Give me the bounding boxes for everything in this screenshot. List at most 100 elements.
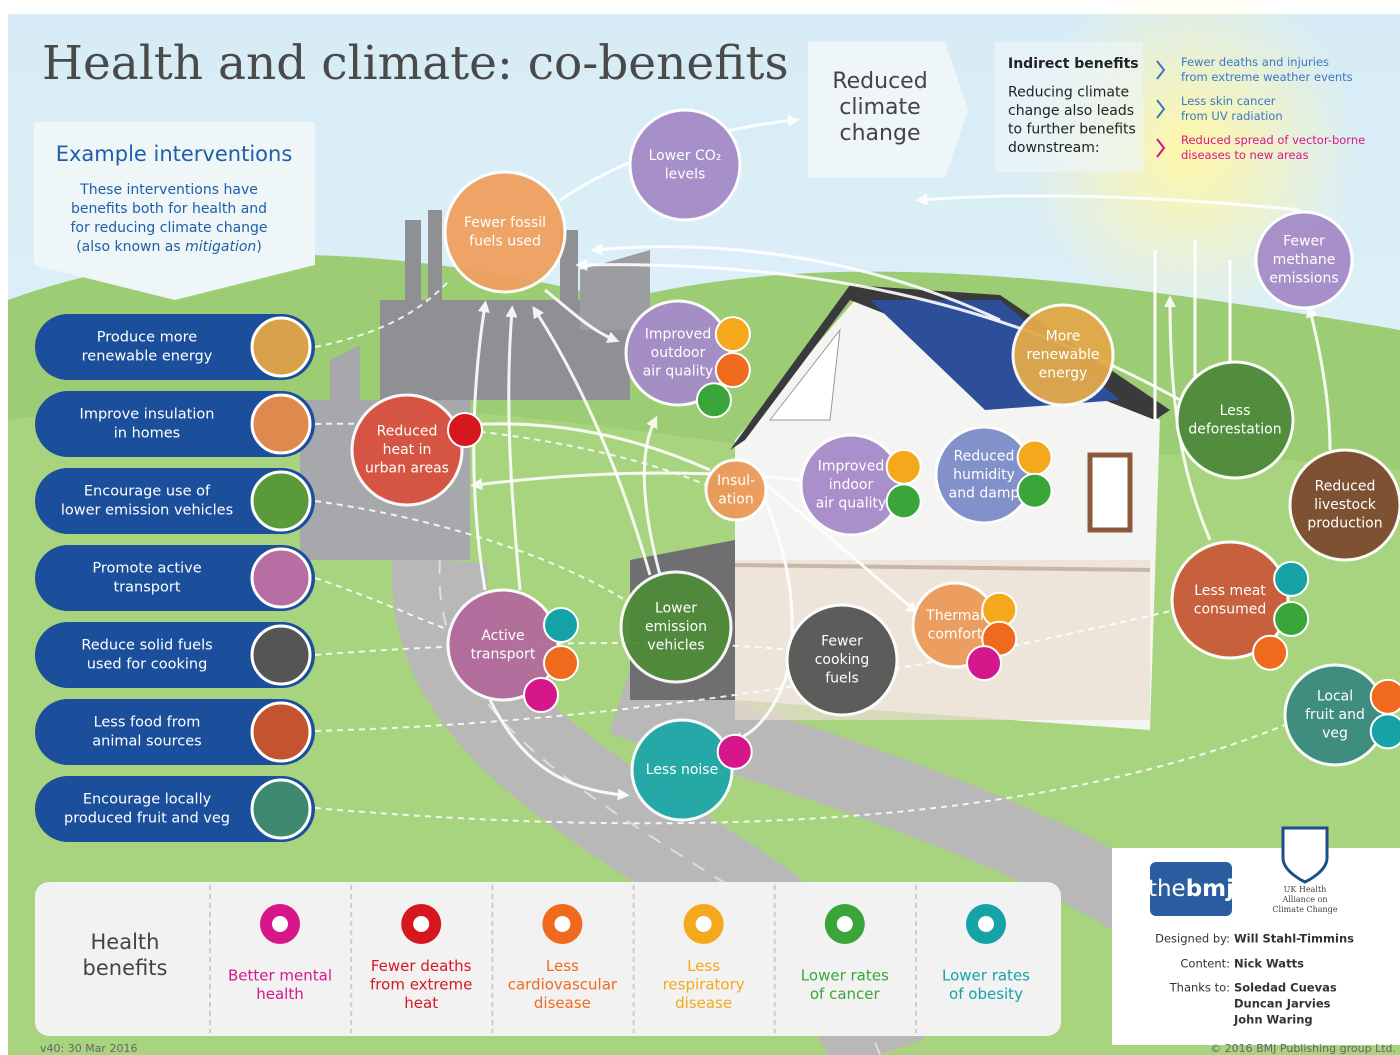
intervention-button (35, 391, 315, 457)
node-label: Reduced (1315, 479, 1376, 495)
node-icon (885, 448, 922, 485)
health-label: health (256, 985, 303, 1003)
benefit-node (1175, 360, 1295, 480)
intervention-label: Encourage locally (83, 792, 212, 808)
node-label: comfort (928, 626, 983, 642)
intervention-label: used for cooking (87, 657, 208, 673)
node-label: transport (471, 646, 536, 662)
indirect-item: from UV radiation (1181, 109, 1283, 123)
intervention-button (35, 468, 315, 534)
health-heading: benefits (83, 956, 168, 980)
node-label: indoor (829, 477, 874, 493)
node-label: More (1046, 329, 1081, 345)
benefit-node (619, 570, 733, 684)
alliance-name: UK Health (1284, 885, 1327, 894)
credits-panel (1112, 826, 1400, 1045)
health-icon-inner (695, 916, 712, 932)
intervention-thumbnail (250, 470, 312, 532)
intervention-thumbnail (250, 316, 312, 378)
intervention-label: Less food from (94, 715, 201, 731)
logo-name: bmj (1186, 876, 1234, 902)
indirect-item: from extreme weather events (1181, 70, 1353, 84)
node-icon (543, 607, 579, 643)
node-icon (885, 483, 922, 520)
intervention-label: transport (114, 580, 181, 596)
health-heading: Health (91, 930, 160, 954)
health-label: Less (546, 957, 579, 975)
benefit-node (704, 458, 768, 522)
interventions-description: for reducing climate change (70, 220, 267, 236)
node-label: Thermal (925, 608, 984, 624)
health-label: Lower rates (942, 966, 1030, 984)
health-label: respiratory (663, 976, 745, 994)
intervention-button (35, 314, 315, 380)
node-label: levels (665, 166, 706, 182)
node-label: methane (1273, 252, 1336, 268)
node-label: consumed (1194, 601, 1266, 617)
health-label: from extreme (370, 976, 472, 994)
benefit-node (630, 718, 734, 822)
node-label: renewable (1027, 347, 1100, 363)
node-label: humidity (953, 467, 1015, 483)
intervention-label: lower emission vehicles (61, 503, 233, 519)
node-icon (447, 412, 483, 448)
intervention-label: Produce more (97, 330, 198, 346)
health-label: cardiovascular (508, 976, 618, 994)
node-label: fruit and (1305, 707, 1365, 723)
indirect-item: Reduced spread of vector-borne (1181, 133, 1365, 147)
node-icon (1369, 678, 1400, 715)
node-label: and damp (949, 486, 1020, 502)
node-label: Lower (655, 601, 697, 617)
benefit-node (785, 603, 899, 717)
chevron (1156, 99, 1166, 119)
health-icon-inner (413, 916, 430, 932)
alliance-name: Alliance on (1281, 895, 1327, 904)
node-icon (966, 645, 1003, 682)
description-part: (also known as (76, 239, 185, 255)
node-label: Reduced (954, 449, 1015, 465)
indirect-text: downstream: (1008, 140, 1100, 156)
intervention-label: produced fruit and veg (64, 811, 230, 827)
node-label: deforestation (1188, 421, 1281, 437)
node-label: Fewer (821, 634, 863, 650)
credit-name: Will Stahl-Timmins (1234, 932, 1354, 946)
health-label: disease (675, 994, 732, 1012)
node-label: Insul- (717, 473, 755, 489)
node-label: Active (481, 628, 524, 644)
node-label: Improved (645, 327, 711, 343)
benefit-node (1288, 448, 1400, 562)
health-label: of cancer (810, 985, 881, 1003)
node-label: livestock (1314, 497, 1377, 513)
node-label: Less noise (646, 762, 718, 778)
node-label: Local (1317, 689, 1353, 705)
intervention-label: renewable energy (82, 349, 213, 365)
chevron (1156, 138, 1166, 158)
node-icon (523, 677, 559, 713)
node-label: air quality (643, 364, 714, 380)
node-label: production (1307, 516, 1382, 532)
node-label: fuels used (469, 233, 541, 249)
node-icon (1016, 439, 1053, 476)
health-icon-inner (836, 916, 853, 932)
intervention-thumbnail (250, 778, 312, 840)
node-label: heat in (383, 442, 432, 458)
node-icon (1252, 634, 1289, 671)
version: v40: 30 Mar 2016 (40, 1042, 137, 1055)
node-label: Improved (818, 459, 884, 475)
indirect-item: Fewer deaths and injuries (1181, 55, 1329, 69)
node-icon (716, 733, 753, 770)
benefit-node (446, 588, 560, 702)
node-label: cooking (815, 652, 870, 668)
credit-name: Nick Watts (1234, 957, 1304, 971)
health-label: Lower rates (801, 966, 889, 984)
intervention-thumbnail (250, 701, 312, 763)
credit-name: Soledad Cuevas (1234, 981, 1337, 995)
indirect-item: diseases to new areas (1181, 148, 1309, 162)
node-icon (1273, 600, 1310, 637)
node-label: Fewer fossil (464, 215, 546, 231)
node-label: Less (1220, 403, 1251, 419)
description-part: mitigation (185, 239, 256, 255)
intervention-button (35, 545, 315, 611)
copyright: © 2016 BMJ Publishing group Ltd. (1210, 1042, 1396, 1055)
